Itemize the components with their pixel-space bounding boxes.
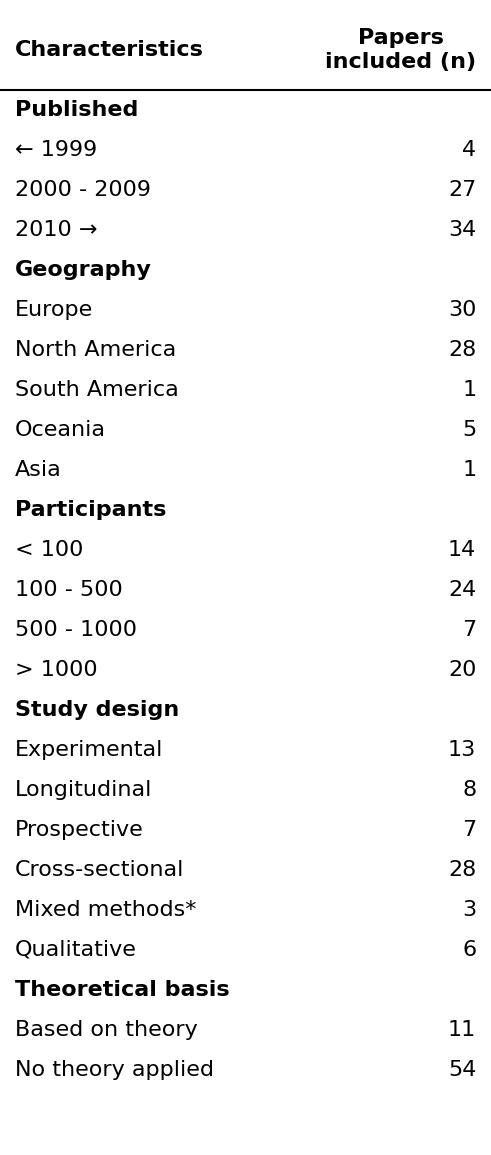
Text: > 1000: > 1000: [15, 660, 97, 680]
Text: 20: 20: [448, 660, 476, 680]
Text: South America: South America: [15, 380, 179, 400]
Text: Participants: Participants: [15, 500, 166, 520]
Text: 100 - 500: 100 - 500: [15, 580, 122, 599]
Text: 28: 28: [448, 860, 476, 880]
Text: 28: 28: [448, 340, 476, 360]
Text: Published: Published: [15, 100, 138, 120]
Text: 54: 54: [448, 1060, 476, 1080]
Text: Study design: Study design: [15, 700, 179, 720]
Text: 2000 - 2009: 2000 - 2009: [15, 180, 151, 200]
Text: No theory applied: No theory applied: [15, 1060, 214, 1080]
Text: 7: 7: [462, 820, 476, 840]
Text: 3: 3: [462, 900, 476, 921]
Text: ← 1999: ← 1999: [15, 140, 97, 161]
Text: Oceania: Oceania: [15, 420, 106, 440]
Text: 7: 7: [462, 620, 476, 640]
Text: 30: 30: [448, 300, 476, 320]
Text: Theoretical basis: Theoretical basis: [15, 979, 229, 1000]
Text: North America: North America: [15, 340, 176, 360]
Text: Mixed methods*: Mixed methods*: [15, 900, 196, 921]
Text: 4: 4: [462, 140, 476, 161]
Text: Experimental: Experimental: [15, 740, 163, 760]
Text: 27: 27: [448, 180, 476, 200]
Text: 14: 14: [448, 541, 476, 560]
Text: Prospective: Prospective: [15, 820, 143, 840]
Text: 1: 1: [462, 380, 476, 400]
Text: 5: 5: [462, 420, 476, 440]
Text: Based on theory: Based on theory: [15, 1020, 197, 1040]
Text: Europe: Europe: [15, 300, 93, 320]
Text: 11: 11: [448, 1020, 476, 1040]
Text: Qualitative: Qualitative: [15, 940, 136, 960]
Text: 2010 →: 2010 →: [15, 219, 97, 240]
Text: Asia: Asia: [15, 460, 61, 480]
Text: 1: 1: [462, 460, 476, 480]
Text: Cross-sectional: Cross-sectional: [15, 860, 184, 880]
Text: 24: 24: [448, 580, 476, 599]
Text: Characteristics: Characteristics: [15, 40, 204, 60]
Text: Papers
included (n): Papers included (n): [325, 28, 476, 73]
Text: 34: 34: [448, 219, 476, 240]
Text: Longitudinal: Longitudinal: [15, 780, 152, 800]
Text: 8: 8: [462, 780, 476, 800]
Text: 13: 13: [448, 740, 476, 760]
Text: Geography: Geography: [15, 260, 152, 280]
Text: 6: 6: [462, 940, 476, 960]
Text: 500 - 1000: 500 - 1000: [15, 620, 136, 640]
Text: < 100: < 100: [15, 541, 83, 560]
